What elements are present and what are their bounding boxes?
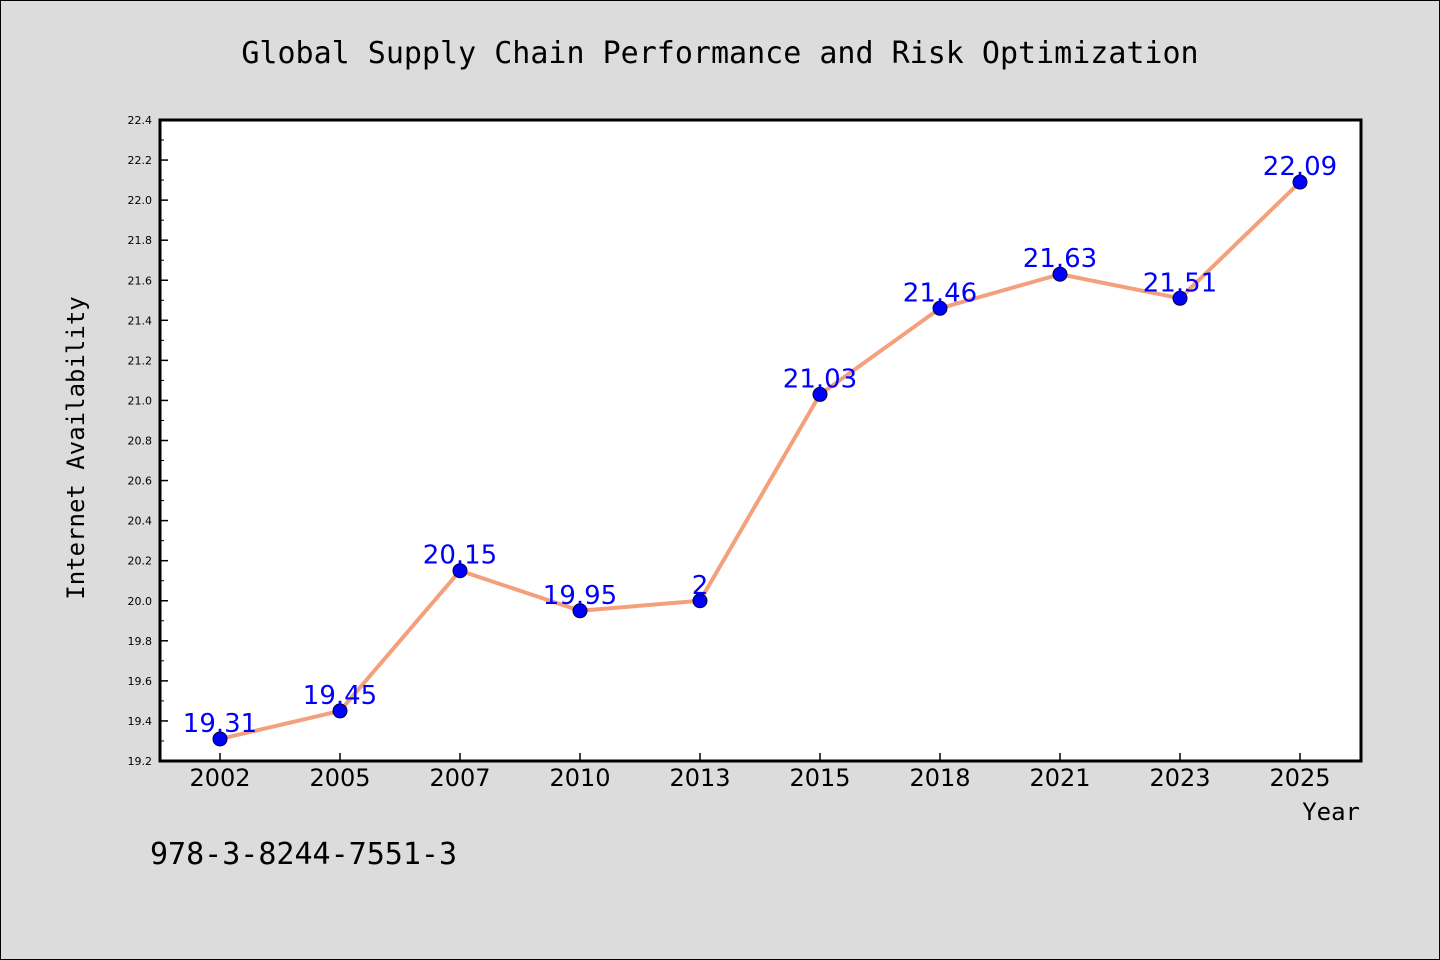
data-label: 19.95 xyxy=(543,581,617,611)
plot-area xyxy=(160,120,1361,761)
data-point xyxy=(812,386,828,402)
series-line-group xyxy=(212,174,1308,747)
data-label: 19.45 xyxy=(303,681,377,711)
y-tick-label: 19.2 xyxy=(128,755,153,768)
y-tick-label: 22.0 xyxy=(128,194,153,207)
x-axis-label: Year xyxy=(1302,798,1360,826)
data-label: 19.31 xyxy=(183,709,257,739)
y-tick-label: 22.2 xyxy=(128,154,153,167)
data-point xyxy=(212,731,228,747)
data-label: 21.46 xyxy=(903,278,977,308)
y-tick-label: 21.6 xyxy=(128,274,153,287)
x-tick-label: 2015 xyxy=(789,764,850,792)
x-tick-label: 2005 xyxy=(309,764,370,792)
data-point xyxy=(692,593,708,609)
y-tick-label: 20.6 xyxy=(128,475,153,488)
chart-title: Global Supply Chain Performance and Risk… xyxy=(241,36,1198,71)
y-tick-label: 19.4 xyxy=(128,715,153,728)
y-tick-label: 19.6 xyxy=(128,675,153,688)
y-tick-label: 20.0 xyxy=(128,595,153,608)
x-tick-label: 2018 xyxy=(909,764,970,792)
data-point xyxy=(932,300,948,316)
data-labels-group: 19.31 19.45 20.15 19.95 2 21.03 21.46 21.63 21.5… xyxy=(183,152,1337,739)
x-tick-label: 2025 xyxy=(1269,764,1330,792)
footer-code: 978-3-8244-7551-3 xyxy=(150,837,457,872)
series-line xyxy=(219,180,1302,741)
data-point xyxy=(1052,266,1068,282)
x-tick-label: 2010 xyxy=(549,764,610,792)
data-point xyxy=(332,703,348,719)
x-tick-label: 2023 xyxy=(1149,764,1210,792)
y-tick-label: 20.4 xyxy=(128,515,153,528)
plot-border xyxy=(158,118,1363,763)
y-tick-label: 22.4 xyxy=(128,114,153,127)
x-axis-ticks: 2002 2005 2007 2010 2013 2015 2018 2021 2023 2025 xyxy=(189,753,1331,792)
data-point xyxy=(452,563,468,579)
data-label: 21.03 xyxy=(783,364,857,394)
x-tick-label: 2013 xyxy=(669,764,730,792)
data-label: 21.51 xyxy=(1143,268,1217,298)
y-tick-label: 21.0 xyxy=(128,394,153,407)
y-tick-label: 21.4 xyxy=(128,314,153,327)
y-axis-label: Internet Availability xyxy=(62,296,90,599)
x-tick-label: 2021 xyxy=(1029,764,1090,792)
y-tick-label: 19.8 xyxy=(128,635,153,648)
data-label: 22.09 xyxy=(1263,152,1337,182)
data-label: 20.15 xyxy=(423,541,497,571)
data-label: 2 xyxy=(692,571,709,601)
y-tick-label: 20.8 xyxy=(128,435,153,448)
x-tick-label: 2007 xyxy=(429,764,490,792)
data-label: 21.63 xyxy=(1023,244,1097,274)
data-point xyxy=(572,603,588,619)
y-tick-label: 20.2 xyxy=(128,555,153,568)
y-tick-label: 21.8 xyxy=(128,234,153,247)
data-point xyxy=(1172,290,1188,306)
y-tick-label: 21.2 xyxy=(128,354,153,367)
x-tick-label: 2002 xyxy=(189,764,250,792)
data-point xyxy=(1292,174,1308,190)
